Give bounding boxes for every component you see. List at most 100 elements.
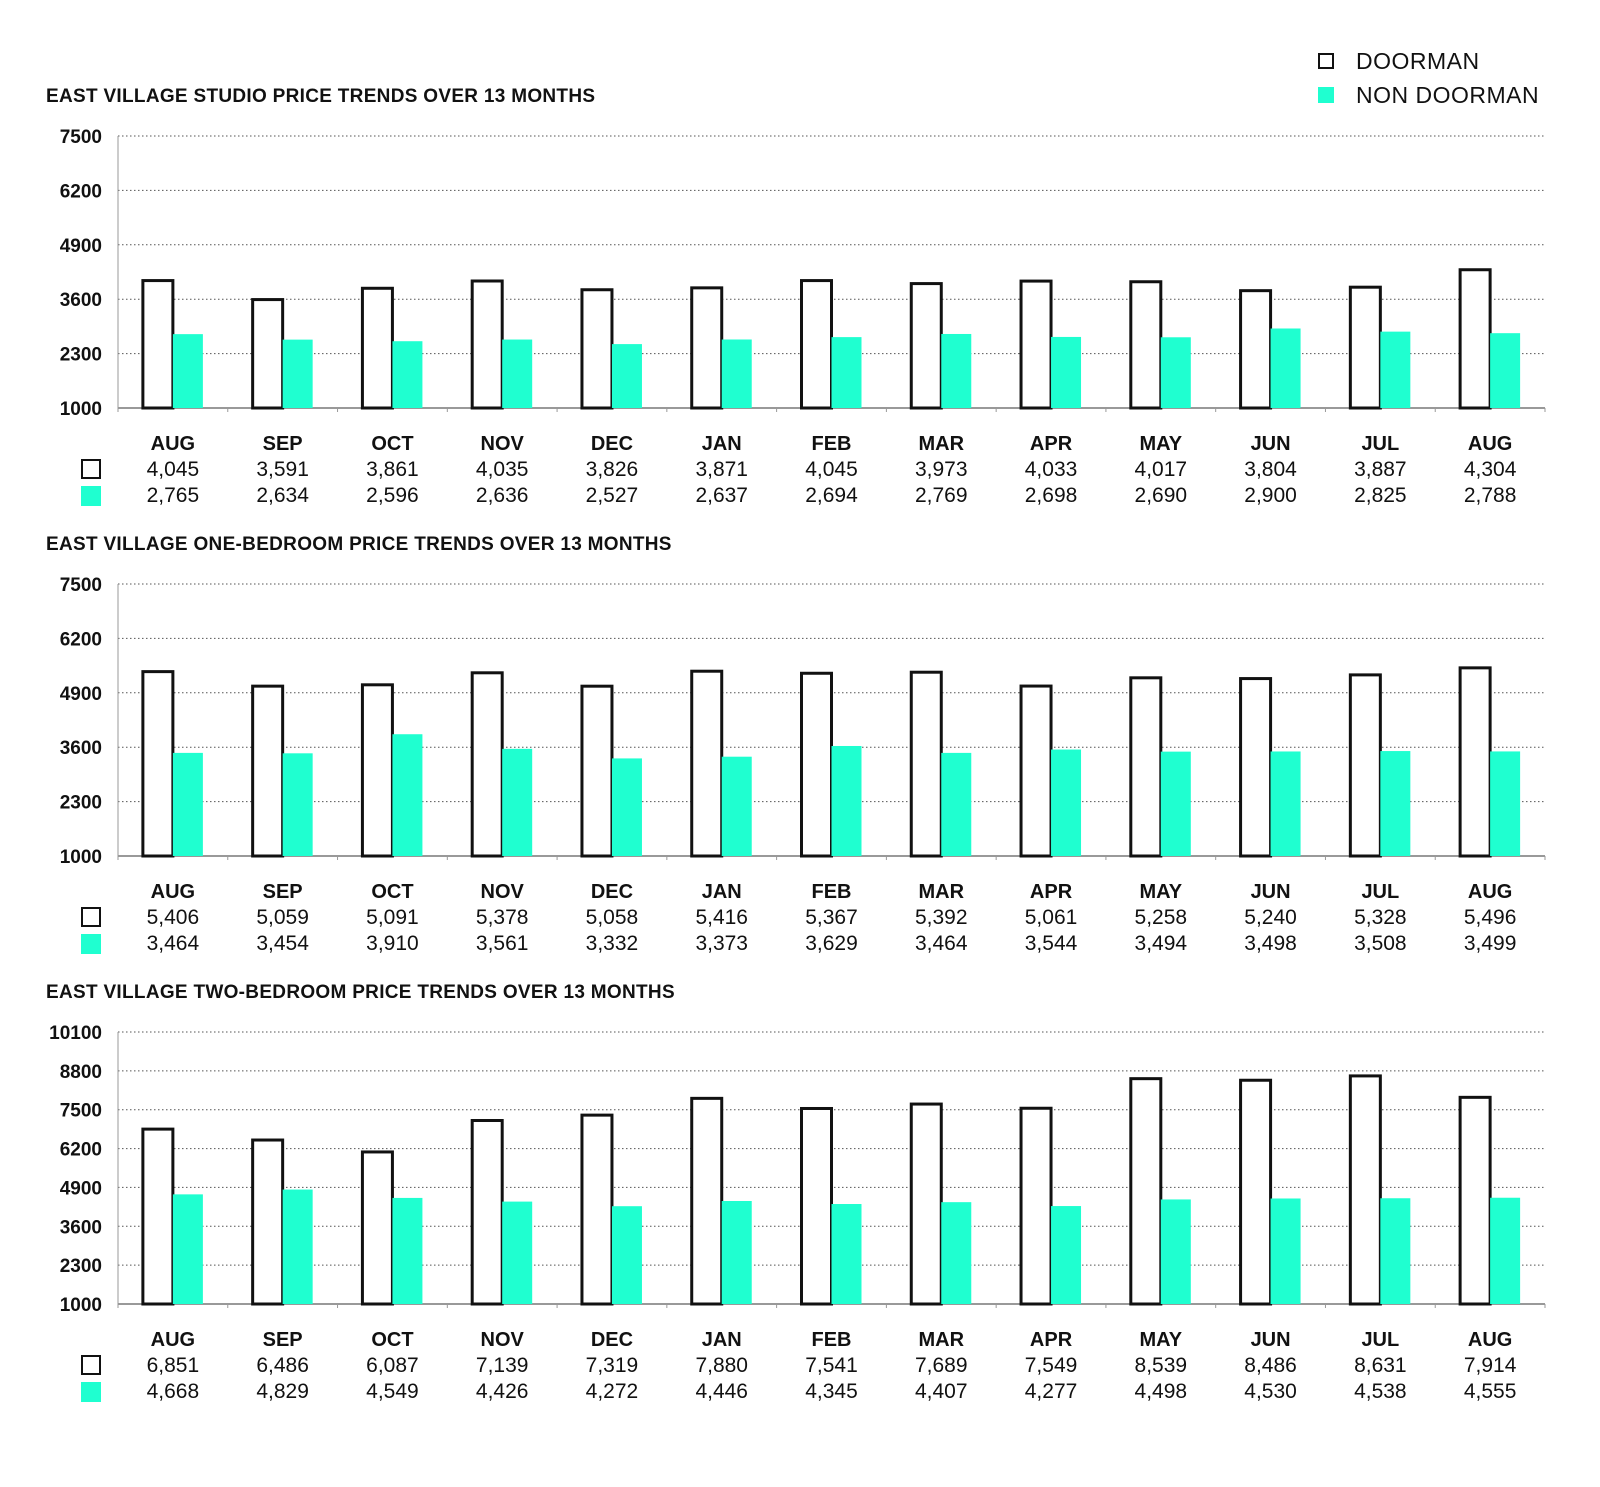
x-category-label: NOV — [481, 433, 525, 455]
data-label-doorman: 5,061 — [1025, 906, 1078, 929]
data-label-doorman: 3,804 — [1244, 458, 1297, 481]
x-category-label: APR — [1030, 433, 1073, 455]
data-label-doorman: 7,880 — [695, 1354, 748, 1377]
bar-non-doorman — [172, 334, 203, 408]
y-tick-label: 6200 — [60, 1140, 102, 1161]
y-tick-label: 10100 — [49, 1023, 102, 1044]
legend-item-non-doorman: NON DOORMAN — [1318, 78, 1539, 112]
data-label-non-doorman: 4,668 — [147, 1380, 200, 1403]
bar-doorman — [1458, 1095, 1492, 1306]
bar-doorman — [470, 1119, 504, 1306]
x-category-label: DEC — [591, 433, 633, 455]
x-category-label: FEB — [812, 1329, 852, 1351]
data-label-non-doorman: 4,446 — [695, 1380, 748, 1403]
bar-non-doorman — [721, 1200, 752, 1304]
bar-non-doorman — [1380, 1198, 1411, 1304]
data-label-doorman: 5,059 — [256, 906, 309, 929]
bar-doorman — [580, 1113, 614, 1306]
bar-doorman — [1348, 673, 1382, 858]
bar-doorman — [360, 1150, 394, 1306]
x-category-label: MAR — [918, 881, 964, 903]
data-label-doorman: 5,378 — [476, 906, 529, 929]
x-category-label: OCT — [371, 1329, 413, 1351]
bar-doorman — [580, 288, 614, 410]
data-label-doorman: 7,689 — [915, 1354, 968, 1377]
bar-doorman — [1019, 279, 1053, 410]
data-label-non-doorman: 3,499 — [1464, 932, 1517, 955]
data-label-non-doorman: 4,829 — [256, 1380, 309, 1403]
x-category-label: DEC — [591, 1329, 633, 1351]
x-category-label: FEB — [812, 433, 852, 455]
non-doorman-swatch-icon — [1318, 87, 1334, 103]
legend-item-doorman: DOORMAN — [1318, 44, 1539, 78]
x-category-label: AUG — [151, 1329, 195, 1351]
bar-non-doorman — [611, 758, 642, 856]
data-label-non-doorman: 3,910 — [366, 932, 419, 955]
x-category-label: JUN — [1251, 881, 1291, 903]
bar-doorman — [1129, 280, 1163, 410]
y-tick-label: 1000 — [60, 847, 102, 868]
y-tick-label: 7500 — [60, 575, 102, 596]
y-tick-label: 2300 — [60, 345, 102, 366]
x-category-label: JAN — [702, 433, 742, 455]
bar-doorman — [690, 286, 724, 410]
bar-non-doorman — [392, 734, 423, 856]
data-label-non-doorman: 2,694 — [805, 484, 858, 507]
bar-doorman — [141, 670, 175, 858]
x-category-label: JUL — [1361, 881, 1399, 903]
data-label-doorman: 5,258 — [1135, 906, 1188, 929]
bar-doorman — [690, 1096, 724, 1306]
x-category-label: MAR — [918, 433, 964, 455]
x-category-label: JUL — [1361, 433, 1399, 455]
x-category-label: MAY — [1140, 881, 1183, 903]
bar-doorman — [360, 683, 394, 858]
bar-non-doorman — [721, 339, 752, 408]
data-label-doorman: 4,035 — [476, 458, 529, 481]
x-category-label: AUG — [1468, 433, 1512, 455]
bar-non-doorman — [282, 1189, 313, 1304]
bar-doorman — [1239, 289, 1273, 410]
y-tick-label: 6200 — [60, 629, 102, 650]
bar-doorman — [580, 684, 614, 858]
x-category-label: OCT — [371, 433, 413, 455]
x-category-label: OCT — [371, 881, 413, 903]
bar-doorman — [909, 282, 943, 410]
y-tick-label: 8800 — [60, 1062, 102, 1083]
data-label-doorman: 5,328 — [1354, 906, 1407, 929]
bar-non-doorman — [1380, 751, 1411, 856]
x-category-label: JAN — [702, 881, 742, 903]
bar-non-doorman — [1160, 1199, 1191, 1304]
bar-non-doorman — [172, 1194, 203, 1304]
non-doorman-row-marker-icon — [81, 1382, 101, 1402]
x-category-label: MAY — [1140, 433, 1183, 455]
y-tick-label: 3600 — [60, 290, 102, 311]
data-label-non-doorman: 4,549 — [366, 1380, 419, 1403]
data-label-non-doorman: 3,544 — [1025, 932, 1078, 955]
bar-non-doorman — [392, 1197, 423, 1304]
data-label-doorman: 4,045 — [805, 458, 858, 481]
data-label-doorman: 5,496 — [1464, 906, 1517, 929]
data-label-doorman: 4,045 — [147, 458, 200, 481]
data-label-non-doorman: 4,277 — [1025, 1380, 1078, 1403]
data-label-non-doorman: 2,769 — [915, 484, 968, 507]
data-label-doorman: 6,486 — [256, 1354, 309, 1377]
data-label-non-doorman: 4,498 — [1135, 1380, 1188, 1403]
one-bedroom-price-chart: 7500 6200 4900 3600 2300 1000 AUG 5,406 3,464 SEP… — [60, 575, 1546, 955]
data-label-non-doorman: 2,825 — [1354, 484, 1407, 507]
data-label-non-doorman: 3,373 — [695, 932, 748, 955]
data-label-doorman: 5,406 — [147, 906, 200, 929]
bar-non-doorman — [1270, 1198, 1301, 1304]
data-label-non-doorman: 4,426 — [476, 1380, 529, 1403]
bar-doorman — [1348, 1074, 1382, 1306]
bar-doorman — [470, 671, 504, 858]
data-label-non-doorman: 3,508 — [1354, 932, 1407, 955]
x-category-label: AUG — [1468, 1329, 1512, 1351]
data-label-doorman: 5,058 — [586, 906, 639, 929]
data-label-non-doorman: 3,464 — [147, 932, 200, 955]
bar-doorman — [141, 1127, 175, 1306]
chart-title-two-bedroom: EAST VILLAGE TWO-BEDROOM PRICE TRENDS OV… — [46, 982, 675, 1003]
data-label-non-doorman: 4,345 — [805, 1380, 858, 1403]
x-category-label: DEC — [591, 881, 633, 903]
data-label-non-doorman: 4,555 — [1464, 1380, 1517, 1403]
data-label-doorman: 5,240 — [1244, 906, 1297, 929]
